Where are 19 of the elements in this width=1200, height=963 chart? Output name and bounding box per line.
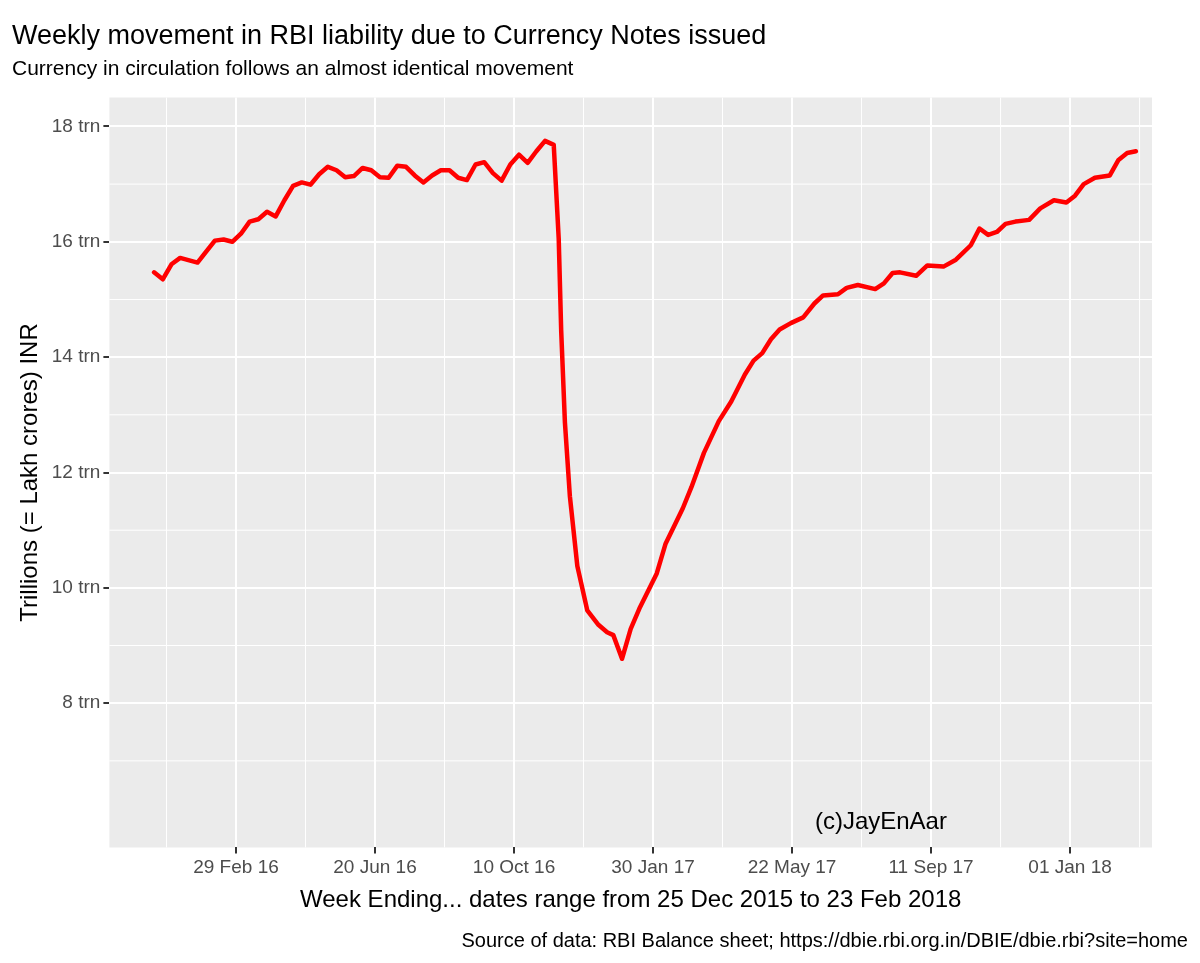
y-tick-label: 8 trn [62,691,101,713]
y-tick-label: 18 trn [51,114,101,136]
x-tick-label: 22 May 17 [747,856,837,878]
y-tick-label: 16 trn [51,230,101,252]
x-tick-label: 10 Oct 16 [472,856,556,878]
x-axis-title: Week Ending... dates range from 25 Dec 2015 to 23 Feb 2018 [300,885,962,913]
y-tick-label: 10 trn [51,576,101,598]
x-tick-label: 30 Jan 17 [611,856,695,878]
source-note: Source of data: RBI Balance sheet; https://dbie.rbi.org.in/DBIE/dbie.rbi?site=home [461,928,1188,951]
chart-title: Weekly movement in RBI liability due to Currency Notes issued [12,19,767,50]
x-tick-label: 20 Jun 16 [333,856,417,878]
x-tick-label: 11 Sep 17 [888,856,974,878]
y-axis-title: Trillions (= Lakh crores) INR [15,323,43,622]
y-tick-label: 12 trn [51,460,101,482]
y-tick-label: 14 trn [51,345,101,367]
x-tick-label: 29 Feb 16 [193,856,279,878]
chart-subtitle: Currency in circulation follows an almost identical movement [12,55,574,79]
x-tick-label: 01 Jan 18 [1028,856,1112,878]
annotation: (c)JayEnAar [814,807,947,835]
